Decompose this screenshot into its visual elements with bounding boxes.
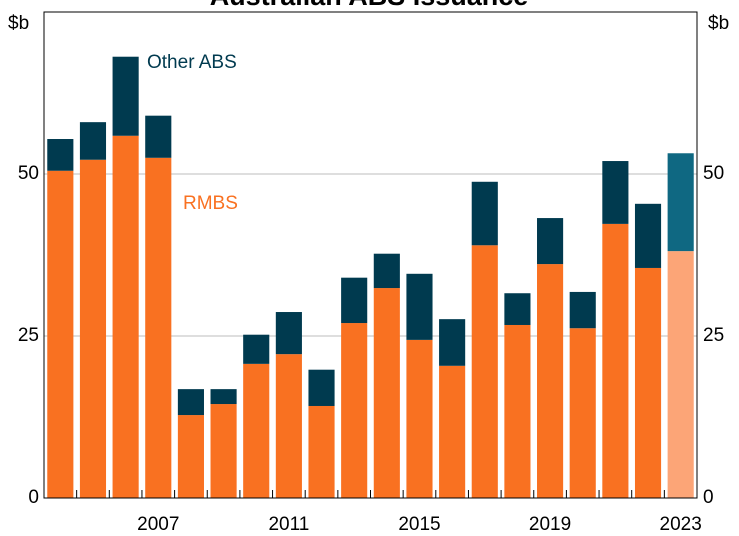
x-tick-label: 2019 [529, 514, 571, 535]
x-tick-label: 2023 [660, 514, 702, 535]
x-tick-label: 2011 [268, 514, 309, 535]
bar-segment [145, 115, 172, 158]
bar-segment [275, 354, 302, 498]
y2-tick-label: 50 [703, 163, 724, 184]
bar-segment [439, 319, 466, 366]
bar-segment [243, 334, 270, 364]
bar-segment [634, 203, 662, 268]
y-tick-label: 25 [18, 325, 39, 346]
bar-segment [667, 153, 694, 252]
series-annotation: RMBS [183, 193, 238, 214]
bar-segment [667, 251, 694, 498]
bar-segment [537, 218, 564, 265]
bar-segment [602, 223, 629, 498]
y-tick-label: 50 [18, 163, 39, 184]
bar-segment [210, 404, 237, 498]
bar-segment [634, 267, 662, 498]
y2-tick-label: 25 [703, 325, 724, 346]
y-tick-label: 0 [28, 487, 39, 508]
bar-segment [341, 277, 368, 324]
bar-segment [79, 122, 107, 160]
bar-segment [308, 369, 335, 406]
bar-segment [373, 253, 400, 289]
chart-title: Australian ABS Issuance [210, 0, 529, 11]
bar-segment [112, 56, 139, 136]
x-tick-label: 2015 [398, 514, 440, 535]
series-annotation: Other ABS [147, 52, 237, 73]
y-axis-label: $b [8, 13, 29, 34]
bar-segment [373, 288, 400, 498]
bar-segment [341, 323, 368, 498]
bar-segment [145, 157, 172, 499]
bar-segment [275, 312, 302, 355]
bar-segment [504, 293, 531, 325]
bar-segment [569, 328, 596, 498]
bar-segment [602, 161, 629, 224]
bar-segment [308, 405, 335, 498]
bar-segment [112, 135, 139, 498]
y2-axis-label: $b [708, 13, 729, 34]
bar-segment [177, 415, 204, 498]
x-tick-label: 2007 [137, 514, 179, 535]
bar-segment [177, 389, 204, 416]
y2-tick-label: 0 [703, 487, 714, 508]
bar-segment [504, 324, 531, 498]
bar-segment [243, 363, 270, 498]
bar-segment [406, 273, 433, 340]
bar-segment [439, 365, 466, 498]
bar-segment [47, 139, 74, 171]
bar-segment [537, 264, 564, 498]
bar-segment [406, 339, 433, 498]
plot-frame [43, 11, 698, 499]
bar-segment [47, 170, 74, 498]
bar-segment [471, 245, 498, 498]
bar-segment [79, 159, 107, 498]
bar-segment [210, 389, 237, 405]
bar-segment [569, 291, 596, 329]
bar-segment [471, 181, 498, 246]
